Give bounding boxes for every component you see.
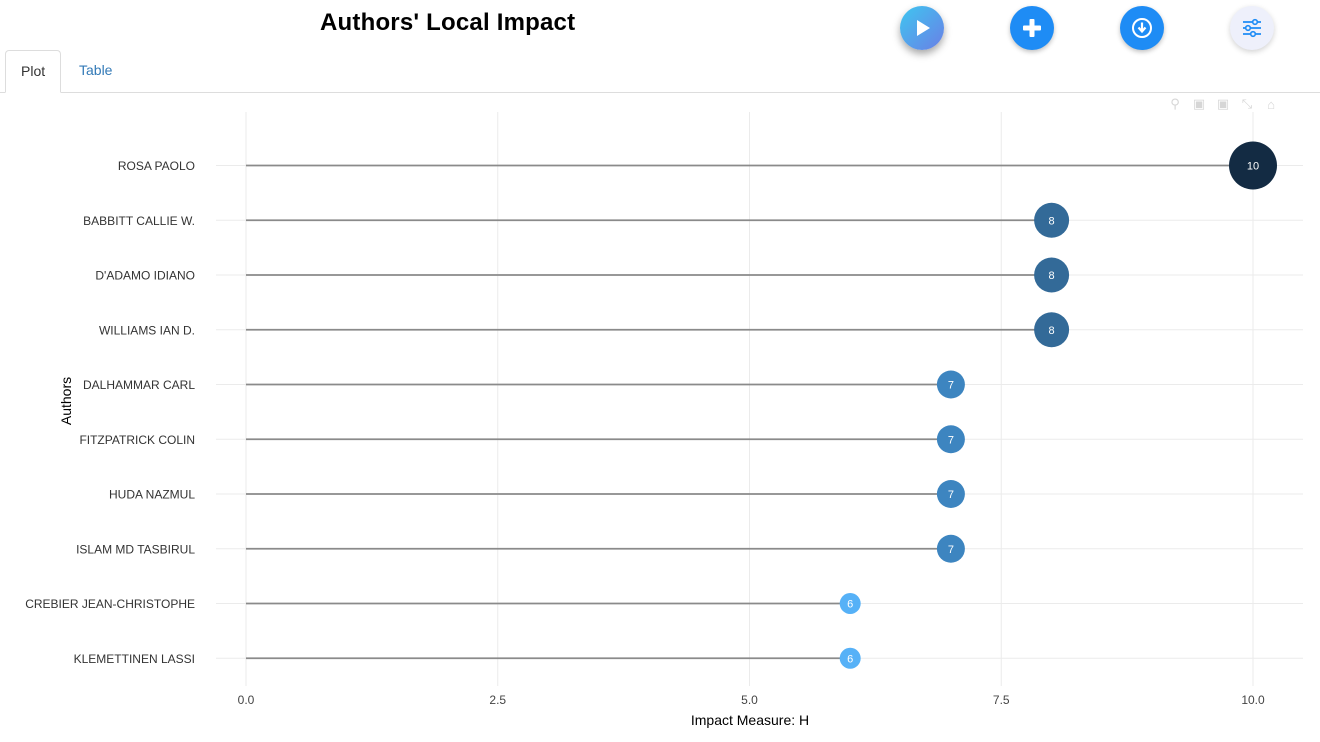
data-label: 8 xyxy=(1049,270,1055,282)
data-label: 6 xyxy=(847,599,853,611)
data-point[interactable] xyxy=(936,425,965,454)
data-label: 7 xyxy=(948,380,954,392)
data-label: 7 xyxy=(948,544,954,556)
y-axis-title: Authors xyxy=(58,377,74,425)
x-tick-label: 2.5 xyxy=(489,693,506,707)
data-point[interactable] xyxy=(1034,202,1070,238)
play-button[interactable] xyxy=(900,6,944,50)
settings-button[interactable] xyxy=(1230,6,1274,50)
data-point[interactable] xyxy=(936,534,965,563)
data-label: 7 xyxy=(948,434,954,446)
download-button[interactable] xyxy=(1120,6,1164,50)
play-icon xyxy=(917,20,930,36)
data-point[interactable] xyxy=(839,593,861,614)
autoscale-icon[interactable]: ⤡ xyxy=(1241,96,1253,111)
plus-icon xyxy=(1023,19,1041,37)
x-tick-label: 5.0 xyxy=(741,693,758,707)
chart-stems xyxy=(246,164,1253,660)
tab-table[interactable]: Table xyxy=(79,62,113,78)
grid-lines xyxy=(216,112,1303,686)
sliders-icon xyxy=(1243,18,1261,38)
x-tick-label: 10.0 xyxy=(1241,693,1265,707)
y-tick-label: ISLAM MD TASBIRUL xyxy=(76,542,195,556)
data-point[interactable] xyxy=(936,370,965,399)
zoom-icon[interactable]: ⚲ xyxy=(1170,96,1180,111)
plot-modebar: ⚲ ▣ ▣ ⤡ ⌂ xyxy=(1166,96,1280,112)
home-icon[interactable]: ⌂ xyxy=(1267,96,1275,112)
add-button[interactable] xyxy=(1010,6,1054,50)
data-label: 6 xyxy=(847,653,853,665)
y-tick-label: D'ADAMO IDIANO xyxy=(95,269,195,283)
chart-markers xyxy=(839,141,1277,669)
x-tick-label: 7.5 xyxy=(993,693,1010,707)
data-label: 8 xyxy=(1049,325,1055,337)
tab-plot[interactable]: Plot xyxy=(5,50,62,93)
zoom-in-icon[interactable]: ▣ xyxy=(1192,96,1206,111)
page-title: Authors' Local Impact xyxy=(320,9,576,36)
y-tick-label: KLEMETTINEN LASSI xyxy=(74,652,195,666)
data-point[interactable] xyxy=(1034,257,1070,293)
data-point[interactable] xyxy=(936,480,965,508)
data-label: 10 xyxy=(1247,161,1259,173)
y-tick-label: DALHAMMAR CARL xyxy=(83,378,195,392)
data-point[interactable] xyxy=(839,647,861,669)
chart-labels: 0.0 2.5 5.0 7.5 10.0 ROSA PAOLO 10 BABBITT CALL… xyxy=(25,159,1265,707)
y-tick-label: WILLIAMS IAN D. xyxy=(99,323,195,337)
y-tick-label: BABBITT CALLIE W. xyxy=(83,214,195,228)
y-tick-label: HUDA NAZMUL xyxy=(109,488,195,502)
data-point[interactable] xyxy=(1034,312,1070,348)
download-icon xyxy=(1132,18,1152,38)
y-tick-label: CREBIER JEAN-CHRISTOPHE xyxy=(25,597,195,611)
y-tick-label: FITZPATRICK COLIN xyxy=(79,433,195,447)
x-axis-title: Impact Measure: H xyxy=(691,712,809,728)
data-label: 8 xyxy=(1049,215,1055,227)
x-tick-label: 0.0 xyxy=(238,693,255,707)
data-label: 7 xyxy=(948,489,954,501)
data-point[interactable] xyxy=(1229,141,1277,190)
zoom-out-icon[interactable]: ▣ xyxy=(1216,96,1230,111)
tab-bar: Plot Table xyxy=(0,50,1320,93)
y-tick-label: ROSA PAOLO xyxy=(118,159,195,173)
